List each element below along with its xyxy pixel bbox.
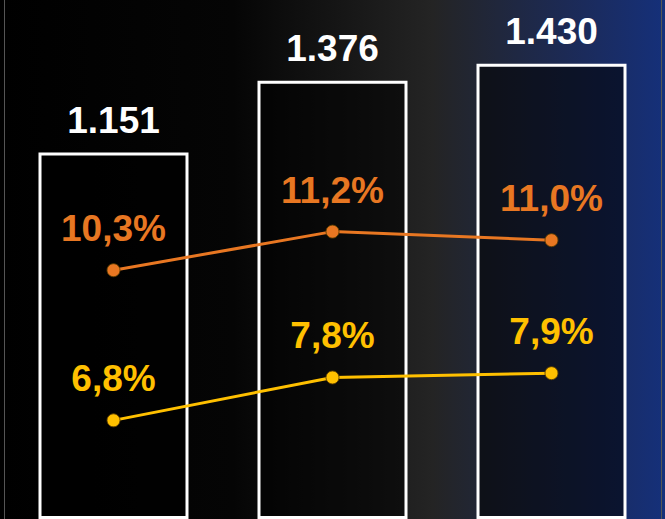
svg-text:7,9%: 7,9% [509, 311, 593, 352]
svg-text:11,2%: 11,2% [281, 170, 384, 211]
svg-text:7,8%: 7,8% [290, 315, 374, 356]
svg-text:1.151: 1.151 [67, 100, 160, 141]
svg-text:10,3%: 10,3% [61, 208, 166, 249]
svg-text:6,8%: 6,8% [71, 358, 155, 399]
svg-text:1.376: 1.376 [286, 28, 379, 69]
svg-text:11,0%: 11,0% [500, 178, 603, 219]
svg-text:1.430: 1.430 [505, 11, 598, 52]
